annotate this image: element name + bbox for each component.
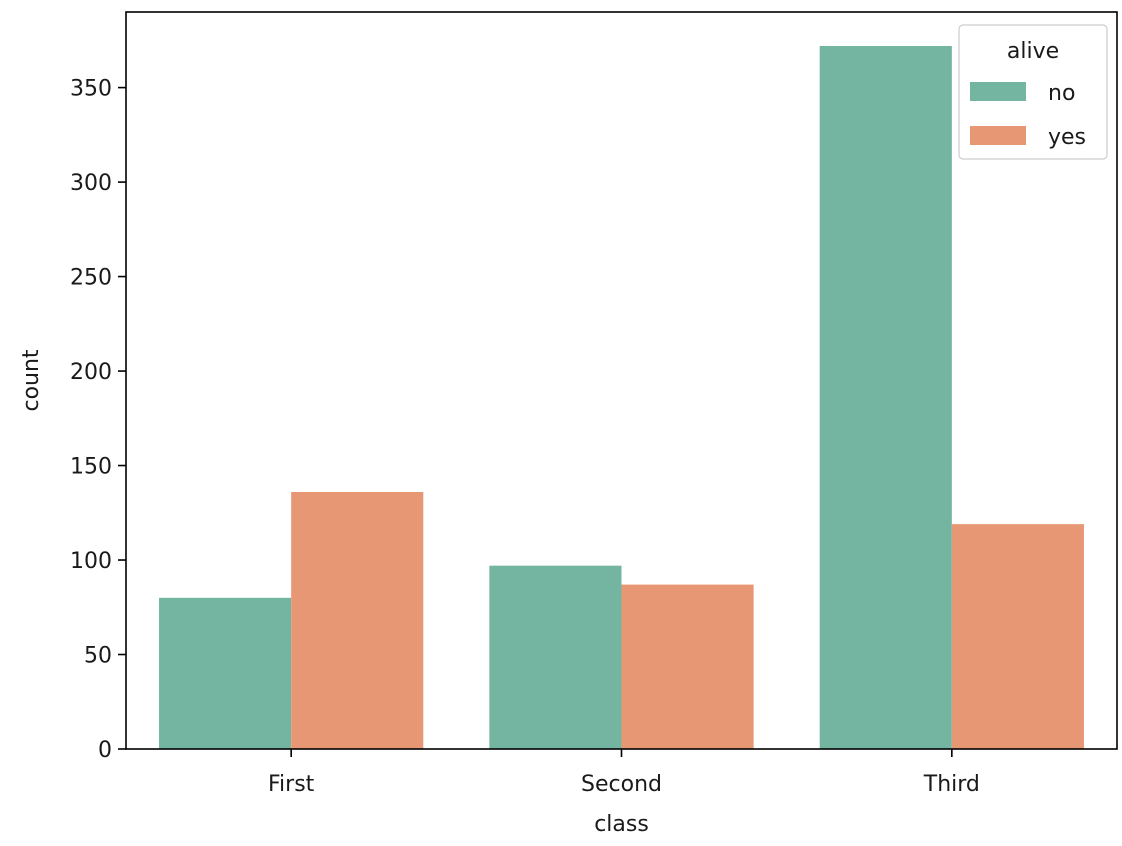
bar-yes-second <box>621 584 754 749</box>
y-tick-label: 200 <box>70 360 112 385</box>
legend-label-no: no <box>1048 81 1075 106</box>
legend-label-yes: yes <box>1048 125 1086 150</box>
y-axis-label: count <box>19 349 44 411</box>
legend-swatch-no <box>970 82 1026 101</box>
legend-box <box>958 24 1108 160</box>
bars-layer <box>159 46 1084 750</box>
x-axis-ticks: First Second Third <box>268 749 980 797</box>
y-tick-label: 0 <box>98 738 112 763</box>
y-axis-ticks: 0 50 100 150 200 250 300 350 <box>70 77 126 763</box>
y-tick-label: 150 <box>70 455 112 480</box>
x-tick-label-second: Second <box>581 772 662 797</box>
y-tick-label: 350 <box>70 77 112 102</box>
legend: alive no yes <box>958 24 1108 160</box>
bar-yes-third <box>951 524 1084 749</box>
bar-no-second <box>489 565 622 749</box>
legend-swatch-yes <box>970 126 1026 145</box>
y-tick-label: 50 <box>84 644 112 669</box>
legend-title: alive <box>1007 39 1059 64</box>
y-tick-label: 300 <box>70 171 112 196</box>
x-axis-label: class <box>594 812 649 837</box>
bar-yes-first <box>291 491 424 749</box>
y-tick-label: 100 <box>70 549 112 574</box>
x-tick-label-third: Third <box>923 772 980 797</box>
y-tick-label: 250 <box>70 266 112 291</box>
bar-no-first <box>159 597 292 749</box>
x-tick-label-first: First <box>268 772 315 797</box>
bar-no-third <box>819 46 952 750</box>
plot-frame <box>125 11 1118 750</box>
legend-items: no yes <box>970 81 1086 150</box>
